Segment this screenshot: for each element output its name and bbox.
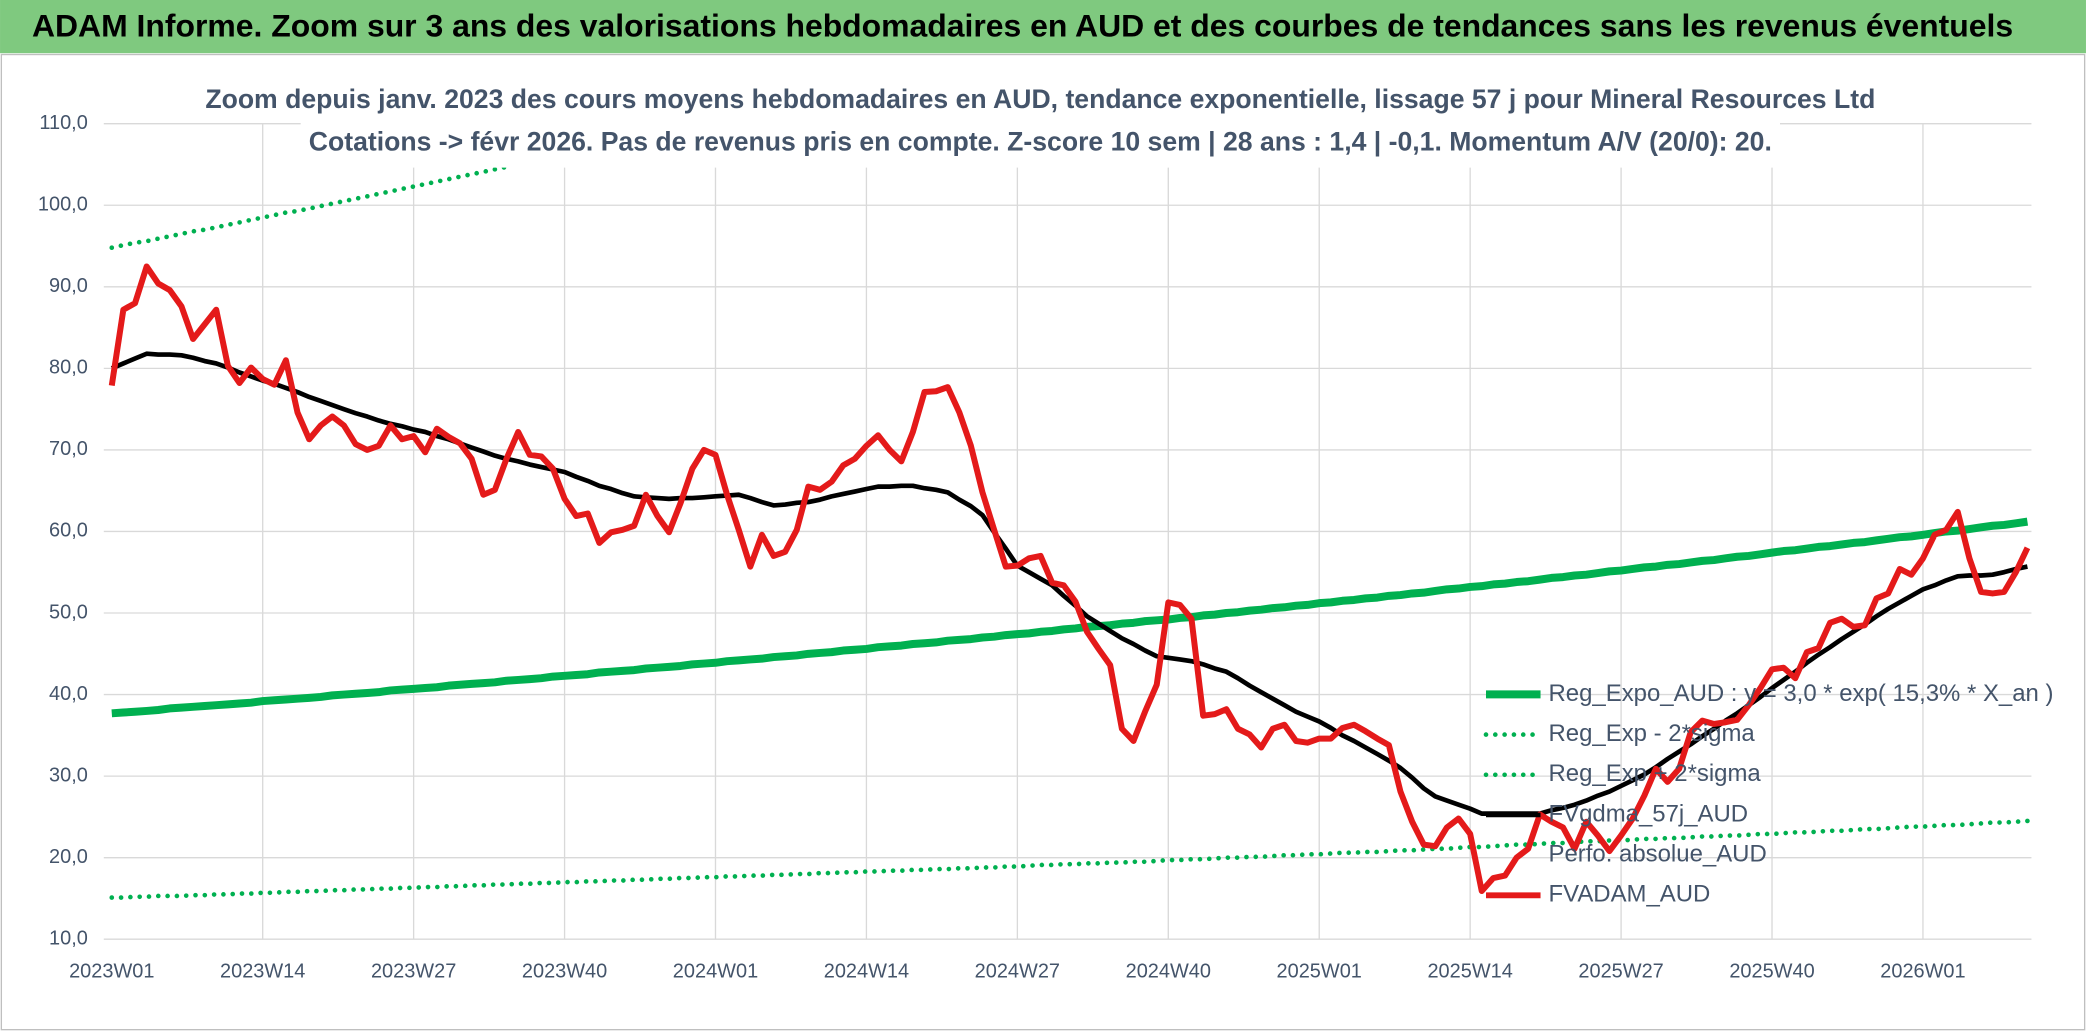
y-tick-label: 20,0 [49, 846, 88, 868]
y-tick-label: 110,0 [39, 112, 87, 134]
x-tick-label: 2024W27 [975, 961, 1060, 983]
x-tick-label: 2023W14 [220, 961, 305, 983]
x-tick-label: 2025W40 [1729, 961, 1814, 983]
title-bar [0, 0, 2086, 54]
x-tick-label: 2023W27 [371, 961, 456, 983]
x-tick-label: 2024W40 [1126, 961, 1211, 983]
series-line [108, 263, 2031, 895]
x-tick-label: 2025W27 [1578, 961, 1663, 983]
page-title: ADAM Informe. Zoom sur 3 ans des valoris… [32, 7, 2013, 43]
chart-frame [0, 53, 2086, 1031]
y-tick-label: 40,0 [49, 683, 88, 705]
subtitle: Cotations -> févr 2026. Pas de revenus p… [309, 127, 1772, 157]
grid: 10,0 20,0 30,0 40,0 50,0 60,0 70,0 80,0 90,0 100,… [38, 112, 2032, 983]
y-tick-label: 80,0 [49, 357, 88, 379]
plot-area [108, 117, 2031, 900]
x-tick-label: 2025W01 [1277, 961, 1362, 983]
series-line [109, 117, 740, 251]
x-tick-label: 2024W01 [673, 961, 758, 983]
y-tick-label: 50,0 [49, 601, 88, 623]
subtitle-box [300, 77, 1780, 168]
legend-label: FVgdma_57j_AUD [1549, 800, 1749, 827]
subtitle: Zoom depuis janv. 2023 des cours moyens … [205, 84, 1875, 114]
legend-label: Perfo. absolue_AUD [1549, 840, 1767, 867]
x-tick-label: 2024W14 [824, 961, 909, 983]
y-tick-label: 10,0 [49, 927, 88, 949]
series-line [111, 517, 2029, 718]
y-tick-label: 30,0 [49, 764, 88, 786]
legend-label: FVADAM_AUD [1549, 881, 1711, 908]
x-tick-label: 2025W14 [1427, 961, 1512, 983]
legend: Reg_Expo_AUD : y = 3,0 * exp( 15,3% * X_… [1483, 680, 2054, 908]
x-tick-label: 2023W40 [522, 961, 607, 983]
y-tick-label: 90,0 [49, 275, 88, 297]
x-tick-label: 2023W01 [69, 961, 154, 983]
series-line [109, 818, 2030, 900]
y-tick-label: 60,0 [49, 520, 88, 542]
legend-label: Reg_Expo_AUD : y = 3,0 * exp( 15,3% * X_… [1549, 680, 2054, 707]
y-tick-label: 70,0 [49, 438, 88, 460]
legend-label: Reg_Exp - 2*sigma [1549, 720, 1756, 747]
x-tick-label: 2026W01 [1880, 961, 1965, 983]
y-tick-label: 100,0 [38, 194, 88, 216]
legend-label: Reg_Exp + 2*sigma [1549, 760, 1762, 787]
